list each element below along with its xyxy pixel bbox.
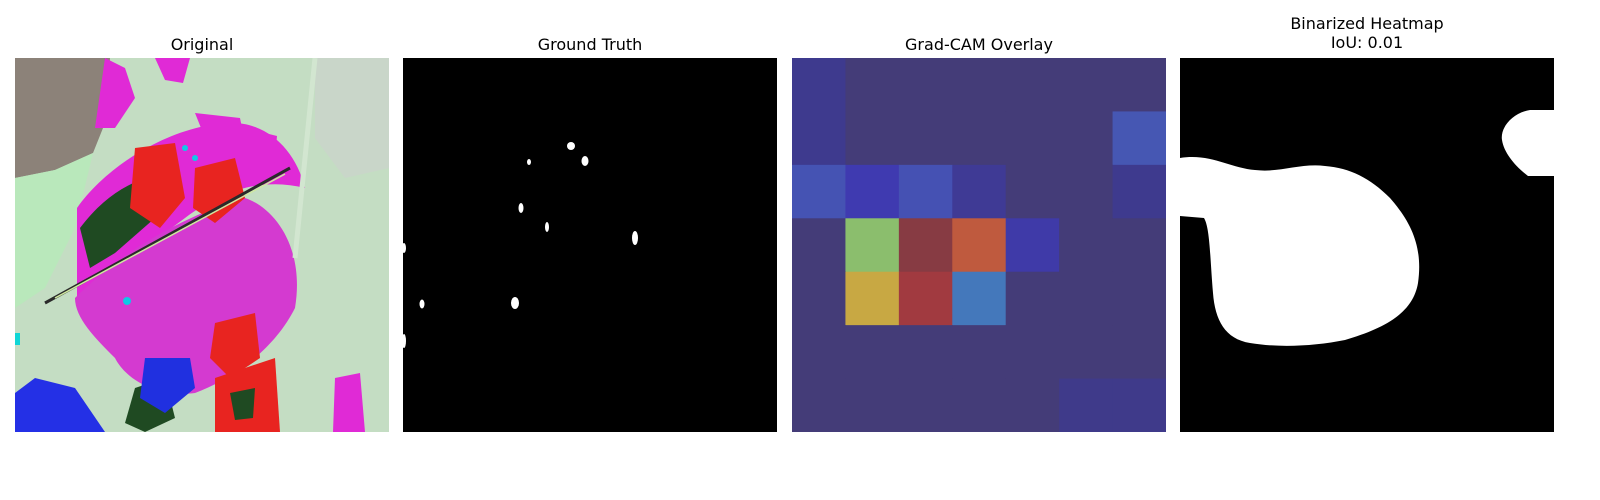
gradcam-overlay-image (792, 58, 1166, 432)
gradcam-cell (952, 111, 1007, 166)
gradcam-cell (952, 325, 1007, 380)
gradcam-cell (792, 111, 846, 166)
gradcam-cell (1005, 58, 1060, 112)
gradcam-cell (952, 378, 1007, 432)
gradcam-cell (1112, 58, 1166, 112)
gradcam-cell (792, 58, 846, 112)
gradcam-cell (845, 111, 900, 166)
gradcam-cell (1005, 218, 1060, 273)
gradcam-cell (1005, 111, 1060, 166)
gradcam-cell (1059, 58, 1114, 112)
binarized-heatmap-image (1180, 58, 1554, 432)
gradcam-cell (792, 378, 846, 432)
gradcam-cell (1112, 325, 1166, 380)
gradcam-cell (1112, 271, 1166, 326)
ground-truth-mask (403, 58, 777, 432)
gradcam-cell (898, 271, 953, 326)
gradcam-cell (845, 378, 900, 432)
panel-gradcam-overlay: Grad-CAM Overlay (792, 0, 1166, 440)
gradcam-cell (952, 218, 1007, 273)
panel-original: Original (15, 0, 389, 440)
gradcam-cell (792, 218, 846, 273)
gradcam-cell (898, 111, 953, 166)
gradcam-cell (1059, 271, 1114, 326)
gradcam-cell (1112, 378, 1166, 432)
panel-title: Grad-CAM Overlay (905, 35, 1053, 54)
gradcam-cell (1112, 111, 1166, 166)
gradcam-cell (792, 325, 846, 380)
gradcam-cell (898, 164, 953, 219)
panel-title: Ground Truth (537, 35, 643, 54)
gradcam-cell (845, 218, 900, 273)
gradcam-cell (898, 58, 953, 112)
gradcam-cell (845, 325, 900, 380)
iou-label: IoU: 0.01 (1330, 33, 1404, 52)
panel-ground-truth: Ground Truth (403, 0, 777, 440)
gradcam-cell (898, 218, 953, 273)
gradcam-cell (1005, 325, 1060, 380)
gradcam-cell (1059, 218, 1114, 273)
gradcam-cell (1059, 164, 1114, 219)
panel-title-text: Binarized Heatmap (1290, 14, 1444, 33)
gradcam-cell (1005, 164, 1060, 219)
gradcam-cell (952, 58, 1007, 112)
gradcam-cell (952, 164, 1007, 219)
gradcam-cell (898, 378, 953, 432)
gradcam-cell (1005, 378, 1060, 432)
gradcam-cell (1112, 164, 1166, 219)
panel-binarized-heatmap: Binarized Heatmap IoU: 0.01 (1180, 0, 1554, 440)
gradcam-cell (792, 271, 846, 326)
gradcam-cell (845, 271, 900, 326)
gradcam-cell (845, 164, 900, 219)
panel-title: Original (170, 35, 234, 54)
gradcam-cell (1059, 111, 1114, 166)
gradcam-cell (1059, 378, 1114, 432)
panel-title: Binarized Heatmap IoU: 0.01 (1180, 14, 1554, 52)
gradcam-cell (845, 58, 900, 112)
original-image (15, 58, 389, 432)
gradcam-cell (952, 271, 1007, 326)
gradcam-cell (1005, 271, 1060, 326)
gradcam-cell (792, 164, 846, 219)
gradcam-cell (898, 325, 953, 380)
gradcam-cell (1112, 218, 1166, 273)
gradcam-cell (1059, 325, 1114, 380)
